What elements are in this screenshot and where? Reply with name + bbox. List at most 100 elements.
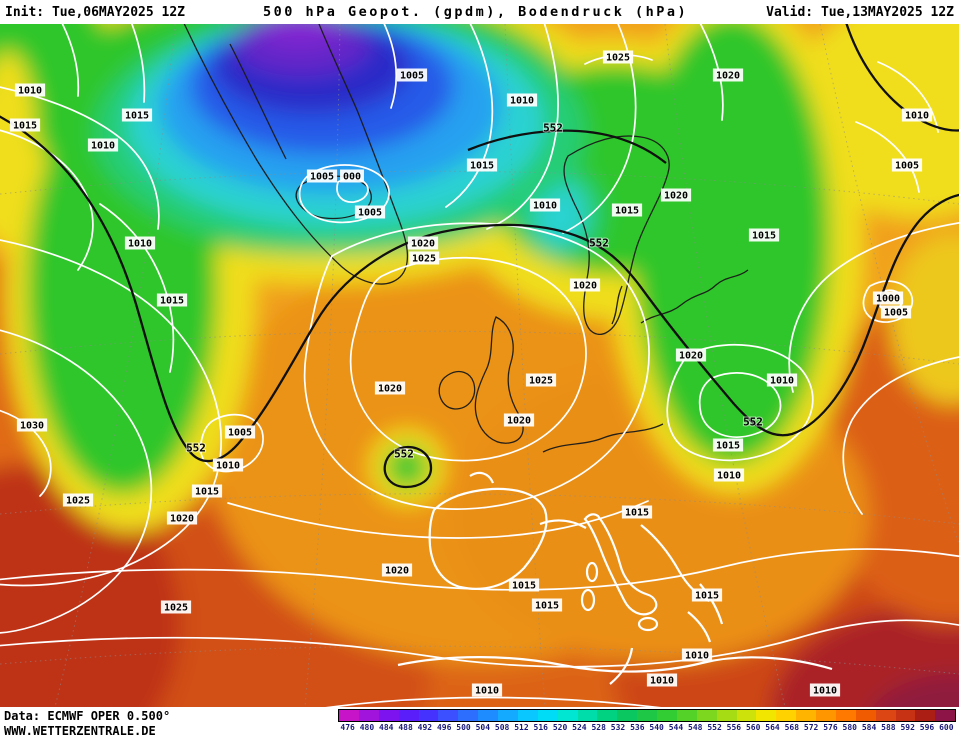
isobar-label: 1025 [606,53,630,64]
isobar-label: 1015 [125,111,149,122]
isobar-label: 1015 [195,487,219,498]
colorbar-tick: 580 [842,723,857,732]
colorbar-segment [398,710,419,721]
colorbar-tick: 480 [359,723,375,732]
colorbar-tick: 532 [610,723,626,732]
isobar-label: 1010 [510,96,534,107]
isobar-labels: 1010 1015 1015 1010 1010 1015 1030 1025 1005 1010… [9,50,933,697]
colorbar-tick: 596 [919,723,935,732]
contour-label: 552 [589,237,609,250]
init-label: Init: Tue,06MAY2025 12Z [5,4,186,20]
colorbar-tick: 576 [823,723,838,732]
colorbar-tick: 540 [649,723,664,732]
colorbar-segment [776,710,797,721]
geopotential-shading [0,24,959,707]
colorbar-tick: 552 [707,723,722,732]
isobar-label: 1020 [170,514,194,525]
isobar-label: 1010 [717,471,741,482]
colorbar-segment [756,710,777,721]
footer: Data: ECMWF OPER 0.500° WWW.WETTERZENTRA… [0,707,959,741]
colorbar-tick: 556 [726,723,742,732]
isobar-label: 1005 [884,308,908,319]
isobar-label: 1025 [164,603,188,614]
isobar-label: 1010 [91,141,115,152]
colorbar-tick: 520 [552,723,568,732]
colorbar-tick: 600 [939,723,954,732]
colorbar-tick: 500 [456,723,471,732]
colorbar-tick: 548 [688,723,703,732]
isobar-label: 1010 [813,686,837,697]
colorbar-segment [835,710,856,721]
map-title: 500 hPa Geopot. (gpdm), Bodendruck (hPa) [263,4,689,20]
colorbar-segment [716,710,737,721]
isobar-label: 1010 [685,651,709,662]
data-source: Data: ECMWF OPER 0.500° [4,709,171,723]
contour-label: 552 [543,122,563,135]
colorbar-tick: 504 [475,723,491,732]
isobar-label: 1020 [385,566,409,577]
colorbar-tick: 536 [630,723,645,732]
isobar-label: 1015 [470,161,494,172]
colorbar-tick: 544 [668,723,684,732]
colorbar-segment [855,710,876,721]
isobar-label: 1015 [512,581,536,592]
isobar-label: 1000 [876,294,900,305]
isobar-label: 1020 [716,71,740,82]
colorbar-segment [458,710,479,721]
colorbar-segment [339,710,359,721]
colorbar-tick: 484 [379,723,394,732]
isobar-label: 1015 [535,601,559,612]
colorbar-segment [358,710,379,721]
isobar-label: 1015 [625,508,649,519]
header: Init: Tue,06MAY2025 12Z 500 hPa Geopot. … [0,0,959,24]
colorbar-segment [418,710,439,721]
map-canvas: 1010 1015 1015 1010 1010 1015 1030 1025 1005 1010… [0,24,959,707]
isobar-label: 1020 [507,416,531,427]
colorbar-segment [696,710,717,721]
isobar-label: 1025 [66,496,90,507]
isobar-label: 1005 [228,428,252,439]
colorbar-segment [537,710,558,721]
colorbar-segment [875,710,896,721]
colorbar-segment [478,710,498,721]
colorbar-segment [935,710,956,721]
colorbar-tick: 592 [900,723,915,732]
colorbar-segment [796,710,816,721]
weather-map: 1010 1015 1015 1010 1010 1015 1030 1025 1005 1010… [0,24,959,707]
colorbar-tick: 584 [861,723,877,732]
colorbar: 476 480 484 488 492 496 500 504 508 512 516 520 524 5… [338,709,956,732]
isobar-label: 1005 [310,172,334,183]
isobar-label: 1015 [716,441,740,452]
colorbar-segment [617,710,638,721]
contour-label: 552 [743,416,763,429]
colorbar-segment [577,710,598,721]
isobar-label: 1010 [533,201,557,212]
isobar-label: 1010 [128,239,152,250]
colorbar-segment [637,710,657,721]
isobar-label: 1015 [160,296,184,307]
colorbar-segment [498,710,518,721]
colorbar-segment [676,710,697,721]
isobar-label: 1020 [573,281,597,292]
colorbar-segment [557,710,578,721]
colorbar-tick: 572 [803,723,819,732]
colorbar-segment [438,710,459,721]
isobar-label: 1010 [475,686,499,697]
isobar-label: 1020 [679,351,703,362]
isobar-label: 1015 [752,231,776,242]
contour-label: 552 [394,448,414,461]
isobar-label: 1030 [20,421,44,432]
colorbar-segment [915,710,936,721]
colorbar-tick: 492 [417,723,433,732]
colorbar-tick: 508 [494,723,510,732]
contour-labels: 552 552 552 552 552 [185,121,764,462]
graticule [0,24,959,707]
colorbar-ticks: 476 480 484 488 492 496 500 504 508 512 516 520 524 5… [338,723,956,732]
isobar-label: 1025 [529,376,553,387]
colorbar-segment [736,710,757,721]
colorbar-tick: 524 [572,723,587,732]
isobar-label: 1020 [664,191,688,202]
coastlines-south [397,471,833,685]
colorbar-tick: 528 [591,723,606,732]
